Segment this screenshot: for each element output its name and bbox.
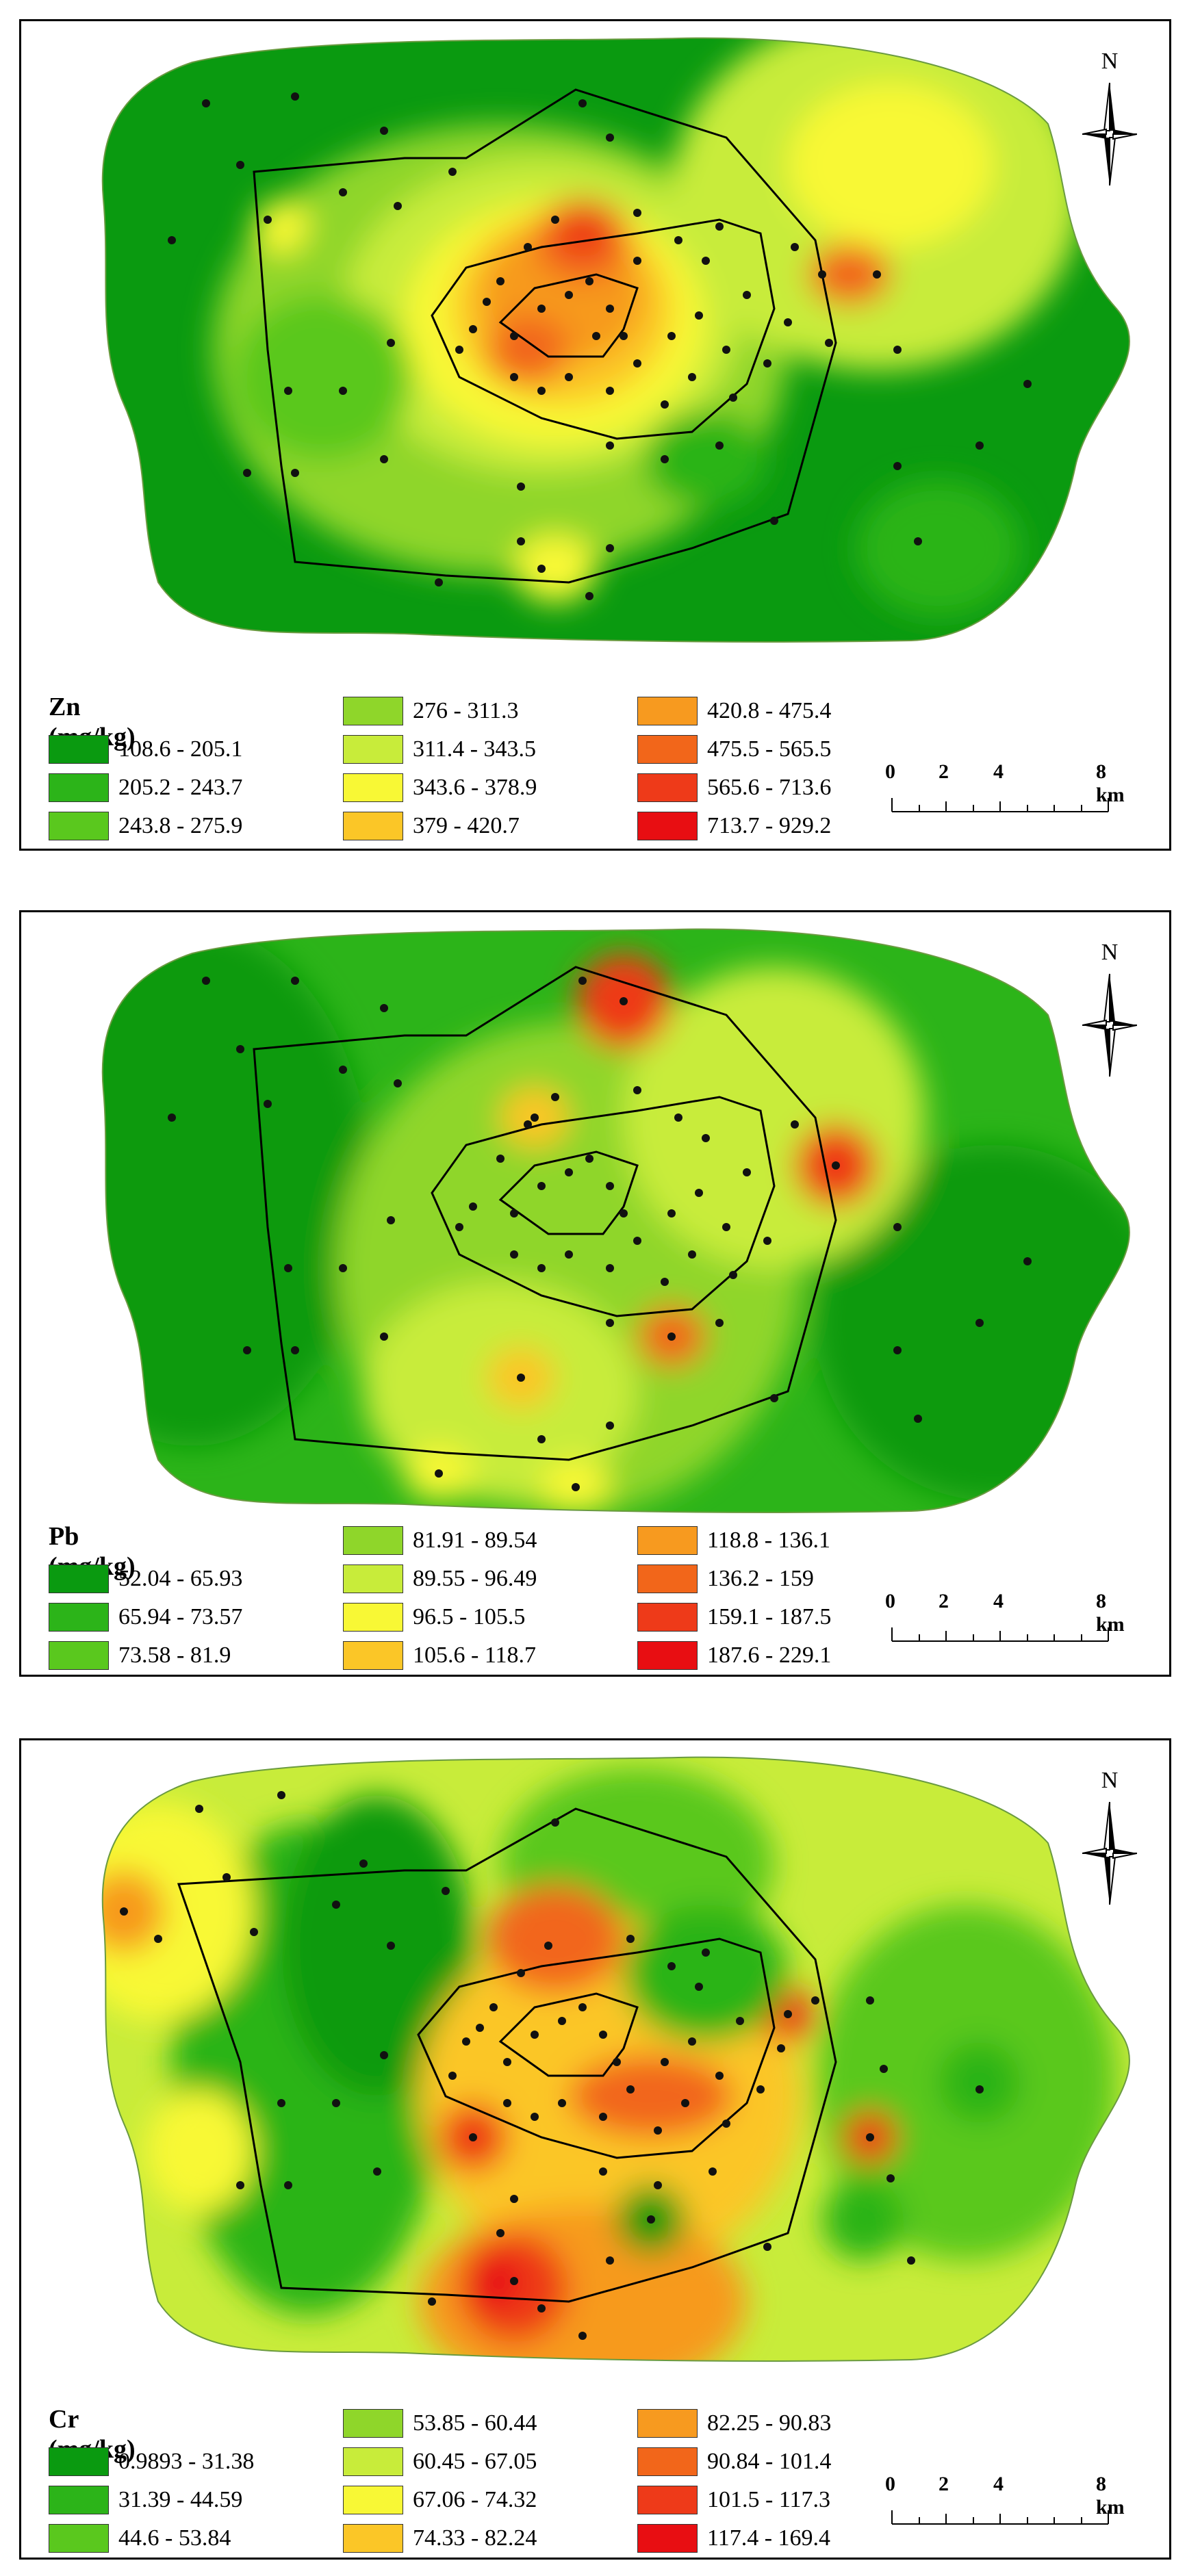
cr-zone-31-44 bbox=[822, 2178, 904, 2261]
scale-bar-graphic bbox=[891, 2510, 1109, 2525]
zn-scale-bar: 0 2 4 8 km bbox=[885, 760, 1125, 822]
cr-north-arrow: N bbox=[1082, 1768, 1137, 1911]
zn-outer-ring-road bbox=[253, 88, 837, 584]
pb-legend-item: 89.55 - 96.49 bbox=[343, 1560, 617, 1598]
scale-bar-graphic bbox=[891, 1627, 1109, 1642]
cr-legend-item: 0.9893 - 31.38 bbox=[49, 2443, 322, 2481]
zn-legend-item: 343.6 - 378.9 bbox=[343, 769, 617, 807]
cr-zone-31-44 bbox=[939, 2042, 1021, 2124]
zn-legend-item: 311.4 - 343.5 bbox=[343, 730, 617, 769]
pb-legend-columns: 52.04 - 65.93 65.94 - 73.57 73.58 - 81.9… bbox=[49, 1501, 932, 1675]
cr-zone-117-169 bbox=[466, 2254, 521, 2308]
zn-zone-475-565 bbox=[487, 315, 569, 384]
cr-scale-bar: 0 2 4 8 km bbox=[885, 2473, 1125, 2534]
cr-legend-item: 53.85 - 60.44 bbox=[343, 2404, 617, 2443]
cr-legend-item: 101.5 - 117.3 bbox=[637, 2481, 911, 2519]
zn-zone-475-565 bbox=[808, 244, 891, 305]
cr-map-canvas bbox=[101, 1756, 1130, 2362]
compass-icon bbox=[1082, 973, 1137, 1077]
pb-legend-item: 81.91 - 89.54 bbox=[343, 1521, 617, 1560]
zn-inner-ring-road bbox=[498, 273, 639, 358]
zn-zone-343-379 bbox=[788, 83, 993, 247]
cr-map-panel: N Cr (mg/kg) 0.9893 - 31.38 31.39 - 44.5… bbox=[19, 1738, 1171, 2560]
pb-map-canvas bbox=[101, 928, 1130, 1513]
zn-legend-item: 420.8 - 475.4 bbox=[637, 692, 911, 730]
pb-map-panel: N Pb (mg/kg) 52.04 - 65.93 65.94 - 73.57… bbox=[19, 910, 1171, 1677]
cr-legend-item: 74.33 - 82.24 bbox=[343, 2519, 617, 2558]
cr-legend-item: 67.06 - 74.32 bbox=[343, 2481, 617, 2519]
cr-legend-item: 82.25 - 90.83 bbox=[637, 2404, 911, 2443]
zn-legend-item: 379 - 420.7 bbox=[343, 807, 617, 845]
cr-middle-ring-road bbox=[417, 1937, 776, 2159]
zn-legend-item: 475.5 - 565.5 bbox=[637, 730, 911, 769]
compass-icon bbox=[1082, 82, 1137, 186]
cr-zone-31-44 bbox=[624, 1905, 788, 2042]
zn-legend-item: 243.8 - 275.9 bbox=[49, 807, 322, 845]
pb-legend-item: 136.2 - 159 bbox=[637, 1560, 911, 1598]
pb-legend-item: 52.04 - 65.93 bbox=[49, 1560, 322, 1598]
pb-legend-item: 159.1 - 187.5 bbox=[637, 1598, 911, 1636]
cr-inner-ring-road bbox=[498, 1992, 639, 2077]
pb-sample-points bbox=[168, 977, 1032, 1491]
zn-map-panel: N Zn (mg/kg) 108.6 - 205.1 205.2 - 243.7… bbox=[19, 19, 1171, 851]
compass-icon bbox=[1082, 1801, 1137, 1905]
pb-legend-item: 118.8 - 136.1 bbox=[637, 1521, 911, 1560]
pb-inner-ring-road bbox=[498, 1150, 639, 1235]
cr-zone-90-101 bbox=[569, 2055, 733, 2137]
zn-legend-item: 565.6 - 713.6 bbox=[637, 769, 911, 807]
pb-scale-bar: 0 2 4 8 km bbox=[885, 1590, 1125, 1651]
zn-sample-points bbox=[168, 92, 1032, 600]
cr-sample-points bbox=[120, 1791, 984, 2340]
cr-legend-item: 44.6 - 53.84 bbox=[49, 2519, 322, 2558]
zn-zone-343-379 bbox=[254, 199, 309, 254]
pb-outer-ring-road bbox=[253, 966, 837, 1461]
zn-legend-item: 108.6 - 205.1 bbox=[49, 730, 322, 769]
zn-zone-343-379 bbox=[514, 534, 596, 603]
zn-legend-item: 713.7 - 929.2 bbox=[637, 807, 911, 845]
cr-outer-ring-road bbox=[177, 1807, 837, 2303]
cr-legend-item: 60.45 - 67.05 bbox=[343, 2443, 617, 2481]
cr-legend-item: 117.4 - 169.4 bbox=[637, 2519, 911, 2558]
cr-legend-item: 31.39 - 44.59 bbox=[49, 2481, 322, 2519]
pb-legend-item: 187.6 - 229.1 bbox=[637, 1636, 911, 1675]
pb-legend-item: 73.58 - 81.9 bbox=[49, 1636, 322, 1675]
cr-legend-item: 90.84 - 101.4 bbox=[637, 2443, 911, 2481]
pb-middle-ring-road bbox=[431, 1096, 776, 1317]
cr-legend-columns: 0.9893 - 31.38 31.39 - 44.59 44.6 - 53.8… bbox=[49, 2384, 932, 2558]
zn-map-canvas bbox=[101, 37, 1130, 643]
zn-north-arrow: N bbox=[1082, 49, 1137, 192]
north-label: N bbox=[1101, 49, 1119, 74]
cr-zone-67-74 bbox=[144, 2089, 254, 2213]
zn-legend-columns: 108.6 - 205.1 205.2 - 243.7 243.8 - 275.… bbox=[49, 671, 932, 845]
cr-zone-90-101 bbox=[487, 1884, 624, 1994]
zn-legend-item: 276 - 311.3 bbox=[343, 692, 617, 730]
zn-zone-205-243 bbox=[644, 411, 767, 507]
north-label: N bbox=[1101, 1768, 1119, 1793]
zn-study-area-outline bbox=[101, 37, 1130, 643]
north-label: N bbox=[1101, 940, 1119, 965]
pb-north-arrow: N bbox=[1082, 940, 1137, 1083]
zn-legend-item: 205.2 - 243.7 bbox=[49, 769, 322, 807]
zn-zone-566-714 bbox=[555, 209, 610, 257]
pb-legend-item: 65.94 - 73.57 bbox=[49, 1598, 322, 1636]
cr-study-area-outline bbox=[101, 1756, 1130, 2362]
scale-bar-graphic bbox=[891, 798, 1109, 812]
zn-zone-205-243 bbox=[856, 480, 1021, 617]
pb-legend-item: 96.5 - 105.5 bbox=[343, 1598, 617, 1636]
pb-legend-item: 105.6 - 118.7 bbox=[343, 1636, 617, 1675]
zn-zone-243-276 bbox=[233, 295, 411, 459]
zn-middle-ring-road bbox=[431, 218, 776, 440]
pb-study-area-outline bbox=[101, 928, 1130, 1513]
pb-zone-52-66 bbox=[102, 929, 370, 1446]
